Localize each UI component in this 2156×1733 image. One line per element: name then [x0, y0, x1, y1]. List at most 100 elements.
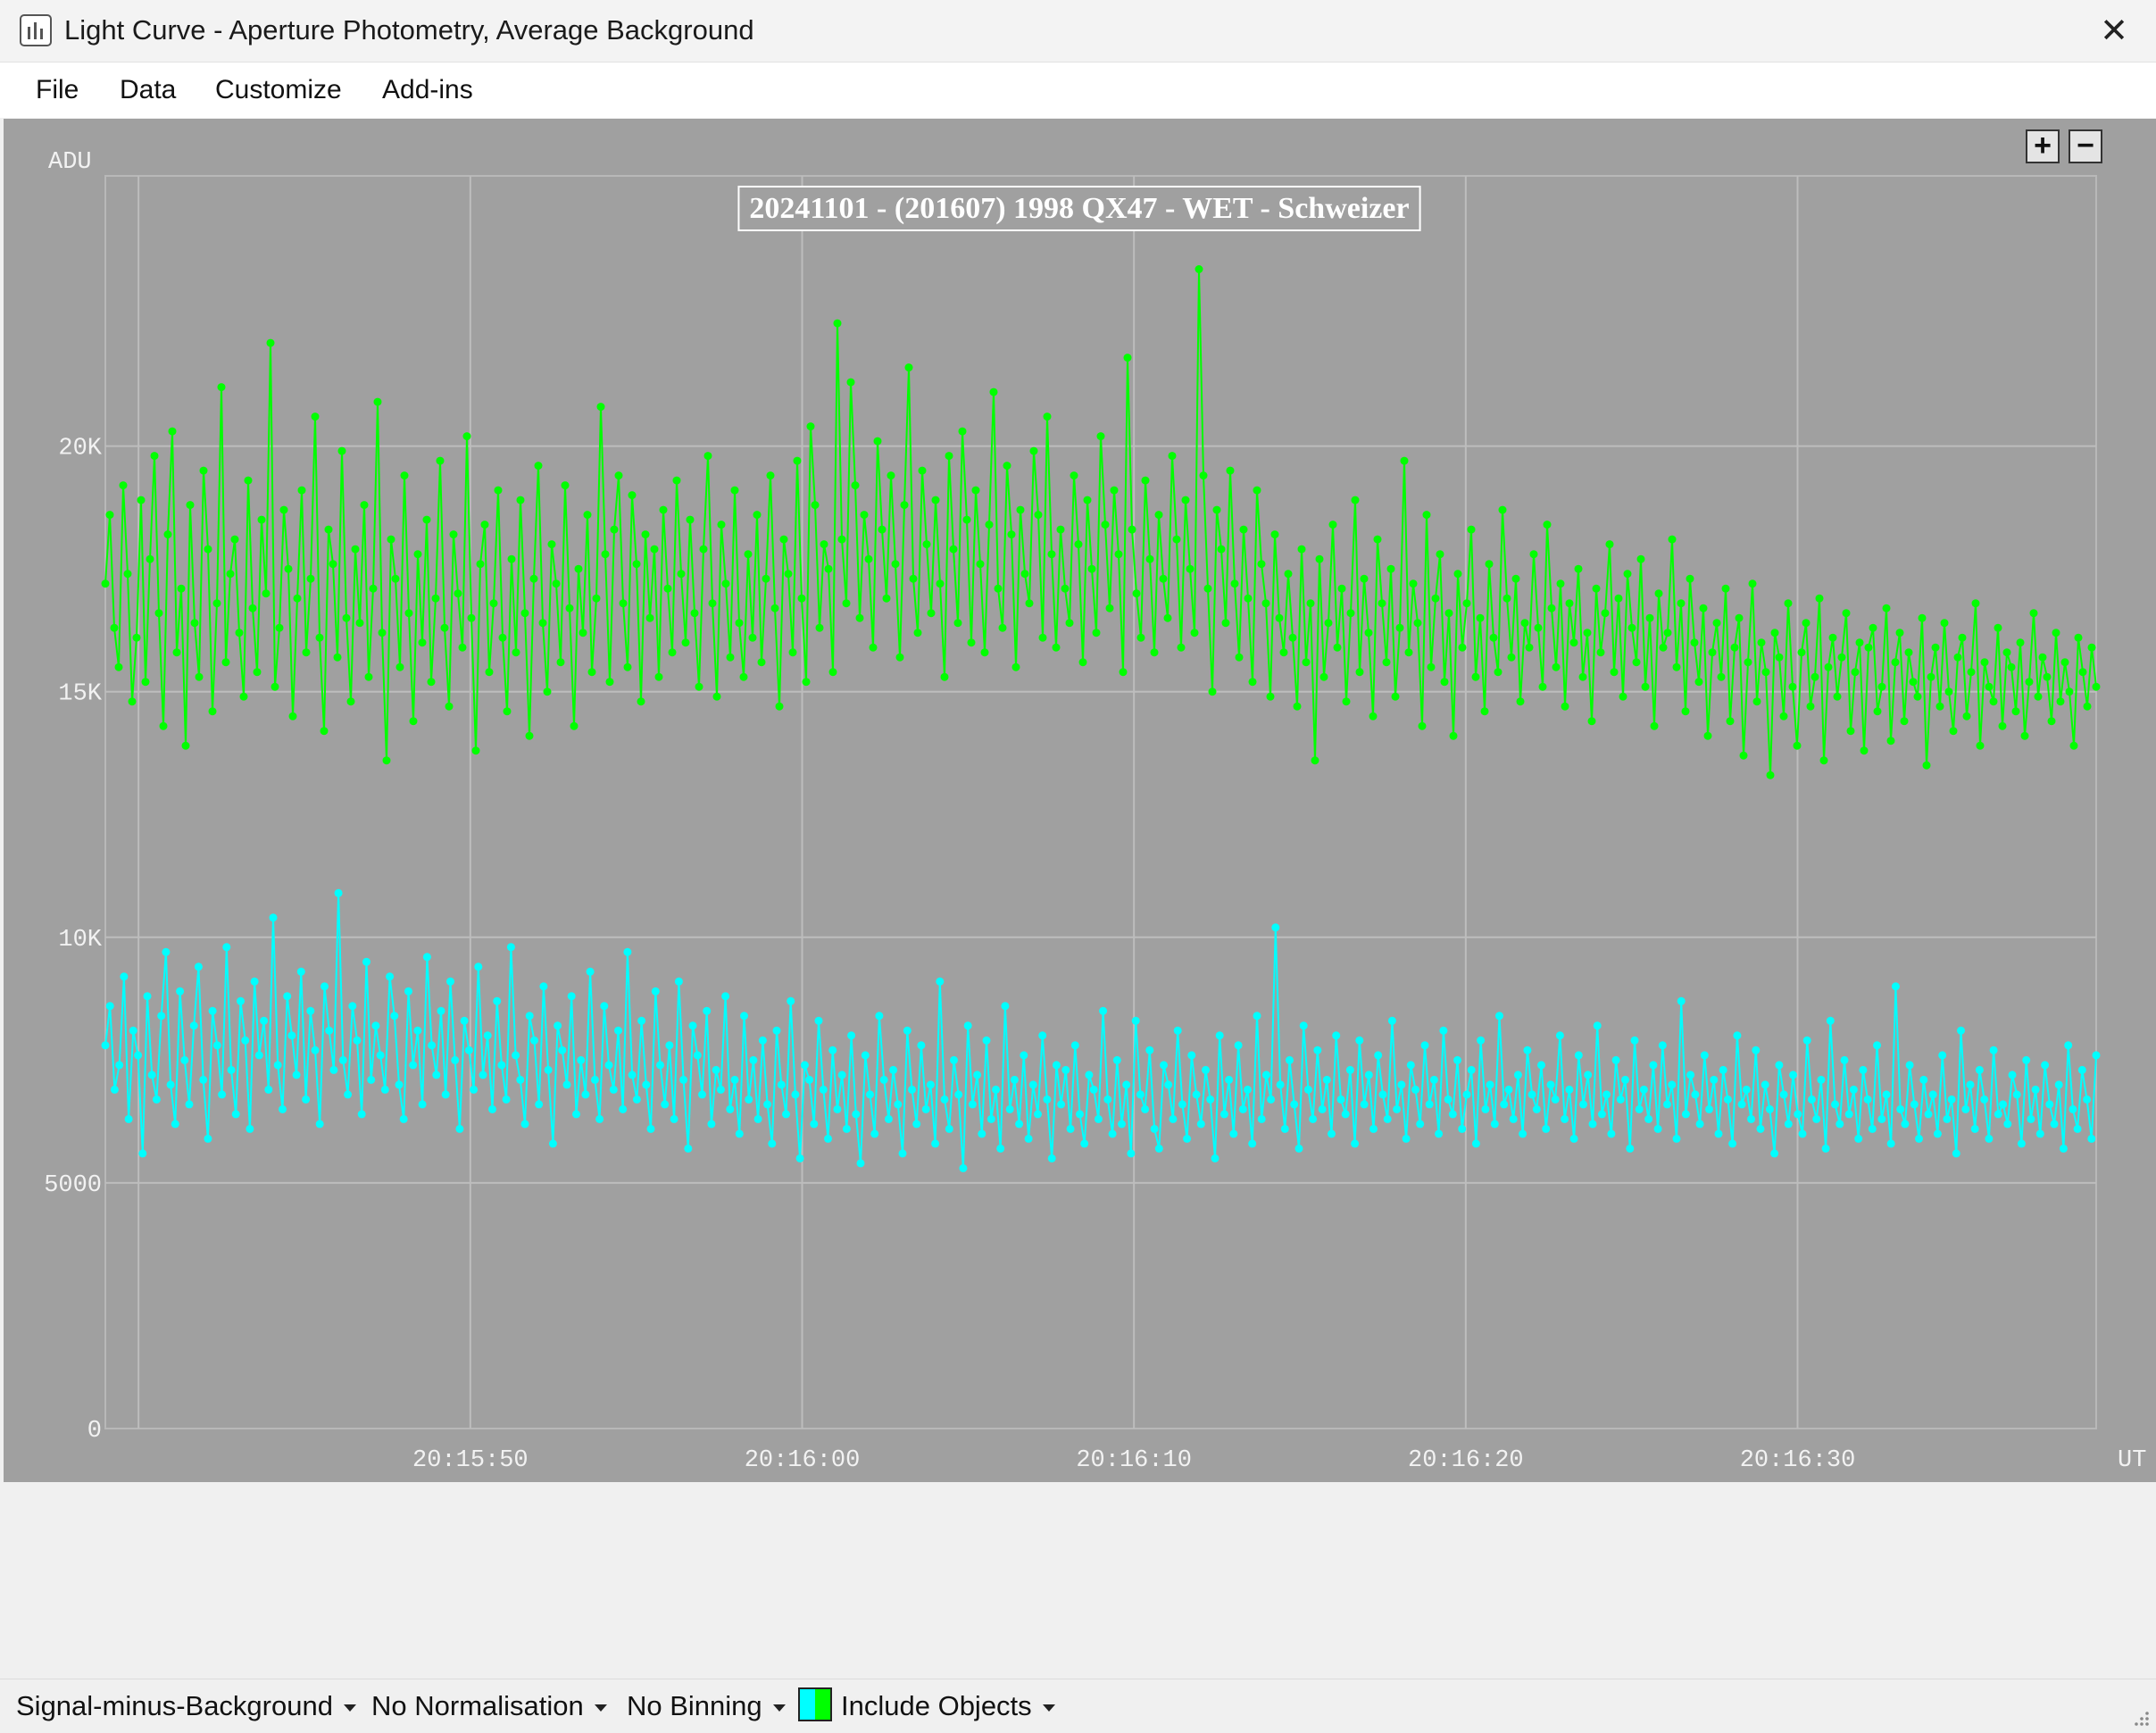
data-point	[147, 1071, 156, 1079]
data-point	[1712, 619, 1721, 628]
data-point	[1261, 1071, 1270, 1079]
data-point	[1010, 1075, 1019, 1084]
data-point	[467, 613, 476, 622]
data-point	[124, 1114, 133, 1123]
data-point	[284, 564, 293, 573]
data-point	[1047, 1154, 1056, 1162]
data-point	[1659, 643, 1668, 652]
data-point	[1476, 613, 1485, 622]
resize-grip-icon[interactable]	[2133, 1710, 2151, 1728]
binning-dropdown[interactable]: No Binning	[627, 1690, 786, 1722]
data-point	[2045, 1100, 2054, 1109]
data-point	[908, 1085, 916, 1094]
data-point	[1597, 1110, 1606, 1119]
data-point	[1534, 623, 1543, 632]
data-point	[1691, 1090, 1700, 1099]
data-point	[721, 992, 730, 1001]
data-point	[847, 1031, 856, 1040]
data-point	[1435, 1129, 1444, 1138]
menu-item-customize[interactable]: Customize	[215, 75, 342, 104]
data-point	[395, 1080, 404, 1089]
data-point	[1516, 697, 1525, 706]
data-point	[2012, 1090, 2021, 1099]
data-point	[1556, 579, 1565, 588]
zoom-in-button[interactable]: +	[2026, 129, 2060, 163]
data-point	[162, 947, 171, 956]
menu-item-data[interactable]: Data	[120, 75, 177, 104]
data-point	[1123, 354, 1132, 362]
objects-color-swatch-icon[interactable]	[798, 1687, 832, 1721]
data-point	[1087, 564, 1096, 573]
data-point	[1587, 717, 1596, 726]
data-point	[171, 1120, 179, 1129]
normalisation-dropdown[interactable]: No Normalisation	[371, 1690, 607, 1722]
data-point	[1150, 648, 1159, 657]
data-point	[1623, 570, 1632, 579]
data-point	[665, 1041, 674, 1050]
data-point	[2059, 1144, 2068, 1153]
data-point	[390, 1012, 399, 1021]
data-point	[1187, 1051, 1196, 1060]
data-point	[1253, 1012, 1261, 1021]
data-point	[668, 648, 677, 657]
data-point	[1904, 648, 1913, 657]
data-point	[369, 584, 378, 593]
chart-area[interactable]: 0 5000 10K 15K 20K 20:15:50 20:16:00 20:16:10 20…	[4, 119, 2156, 1482]
data-point	[378, 629, 387, 637]
data-point	[283, 992, 292, 1001]
data-point	[1546, 1080, 1555, 1089]
data-point	[114, 662, 123, 671]
data-point	[740, 1012, 748, 1021]
data-point	[480, 521, 489, 529]
data-point	[204, 1134, 212, 1143]
data-point	[1145, 554, 1154, 563]
data-point	[1400, 456, 1409, 465]
data-point	[380, 1085, 389, 1094]
data-point	[1922, 761, 1931, 770]
data-point	[525, 1012, 534, 1021]
data-point	[1700, 1051, 1709, 1060]
menu-item-add-ins[interactable]: Add-ins	[382, 75, 473, 104]
data-point	[1636, 554, 1645, 563]
data-point	[795, 1154, 804, 1162]
data-point	[1425, 1100, 1434, 1109]
data-point	[1406, 1061, 1415, 1070]
data-point	[181, 741, 190, 750]
data-point	[766, 471, 775, 480]
data-point	[1627, 623, 1636, 632]
data-point	[1294, 1144, 1303, 1153]
objects-dropdown[interactable]: Include Objects	[841, 1690, 1055, 1722]
data-point	[1275, 613, 1284, 622]
data-point	[837, 1071, 846, 1079]
data-point	[1351, 1139, 1360, 1148]
data-point	[921, 1104, 930, 1113]
data-point	[2073, 1124, 2082, 1133]
data-point	[770, 604, 779, 612]
data-point	[2077, 1065, 2086, 1074]
close-icon[interactable]: ✕	[2100, 12, 2128, 50]
data-point	[1779, 1090, 1788, 1099]
data-point	[1601, 609, 1610, 618]
data-point	[1532, 1104, 1541, 1113]
data-point	[1794, 1110, 1802, 1119]
data-point	[1319, 672, 1328, 681]
data-point	[870, 1129, 879, 1138]
data-point	[547, 540, 556, 549]
zoom-out-button[interactable]: −	[2069, 129, 2102, 163]
data-point	[1846, 727, 1855, 736]
data-point	[1257, 560, 1266, 569]
data-point	[1351, 496, 1360, 504]
signal-mode-dropdown[interactable]: Signal-minus-Background	[16, 1690, 356, 1722]
data-point	[805, 1075, 814, 1084]
data-point	[1940, 619, 1949, 628]
data-point	[1828, 633, 1837, 642]
light-curve-chart[interactable]: 0 5000 10K 15K 20K 20:15:50 20:16:00 20:16:10 20…	[4, 119, 2156, 1482]
data-point	[1056, 525, 1065, 534]
data-point	[1719, 1065, 1727, 1074]
menu-item-file[interactable]: File	[36, 75, 79, 104]
data-point	[782, 1110, 790, 1119]
data-point	[864, 554, 873, 563]
data-point	[1614, 594, 1623, 603]
data-point	[1212, 505, 1221, 514]
data-point	[824, 1134, 832, 1143]
